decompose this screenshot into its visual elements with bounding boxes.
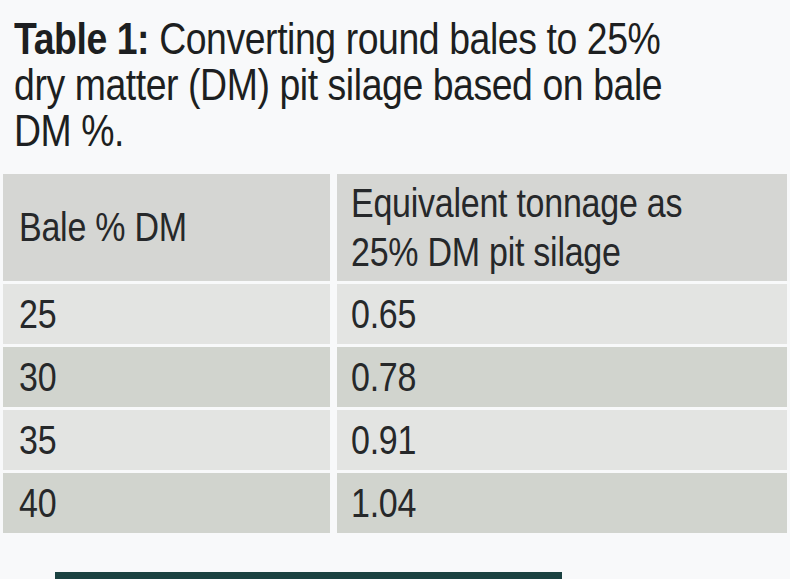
table-row: 35 0.91: [3, 410, 787, 470]
cell-value: 0.65: [351, 292, 416, 337]
table-header-row: Bale % DM Equivalent tonnage as 25% DM p…: [3, 174, 787, 281]
header-cell-bale-dm: Bale % DM: [3, 174, 330, 281]
cell-tonnage: 0.65: [337, 284, 787, 344]
cell-tonnage: 0.78: [337, 347, 787, 407]
cell-tonnage: 0.91: [337, 410, 787, 470]
cell-value: 30: [19, 355, 56, 400]
cell-bale-dm: 30: [3, 347, 330, 407]
cell-value: 0.91: [351, 418, 416, 463]
cell-value: 1.04: [351, 481, 416, 526]
table-row: 30 0.78: [3, 347, 787, 407]
caption-line-1-text: Converting round bales to 25%: [149, 14, 660, 63]
cell-tonnage: 1.04: [337, 473, 787, 533]
cell-bale-dm: 40: [3, 473, 330, 533]
header-cell-equivalent-tonnage: Equivalent tonnage as 25% DM pit silage: [337, 174, 787, 281]
caption-line-3: DM %.: [14, 108, 662, 154]
cell-value: 40: [19, 481, 56, 526]
header-label-bale-dm: Bale % DM: [19, 205, 187, 250]
table-row: 25 0.65: [3, 284, 787, 344]
table-caption: Table 1: Converting round bales to 25% d…: [14, 16, 777, 154]
cell-bale-dm: 25: [3, 284, 330, 344]
header-label-equivalent-tonnage: Equivalent tonnage as 25% DM pit silage: [351, 179, 718, 277]
caption-line-2: dry matter (DM) pit silage based on bale: [14, 62, 662, 108]
conversion-table: Bale % DM Equivalent tonnage as 25% DM p…: [3, 174, 787, 536]
table-row: 40 1.04: [3, 473, 787, 533]
cell-value: 0.78: [351, 355, 416, 400]
cell-bale-dm: 35: [3, 410, 330, 470]
cell-value: 35: [19, 418, 56, 463]
bottom-accent-bar: [55, 572, 562, 579]
caption-line-1: Table 1: Converting round bales to 25%: [14, 16, 662, 62]
cell-value: 25: [19, 292, 56, 337]
caption-table-number: Table 1:: [14, 14, 149, 63]
